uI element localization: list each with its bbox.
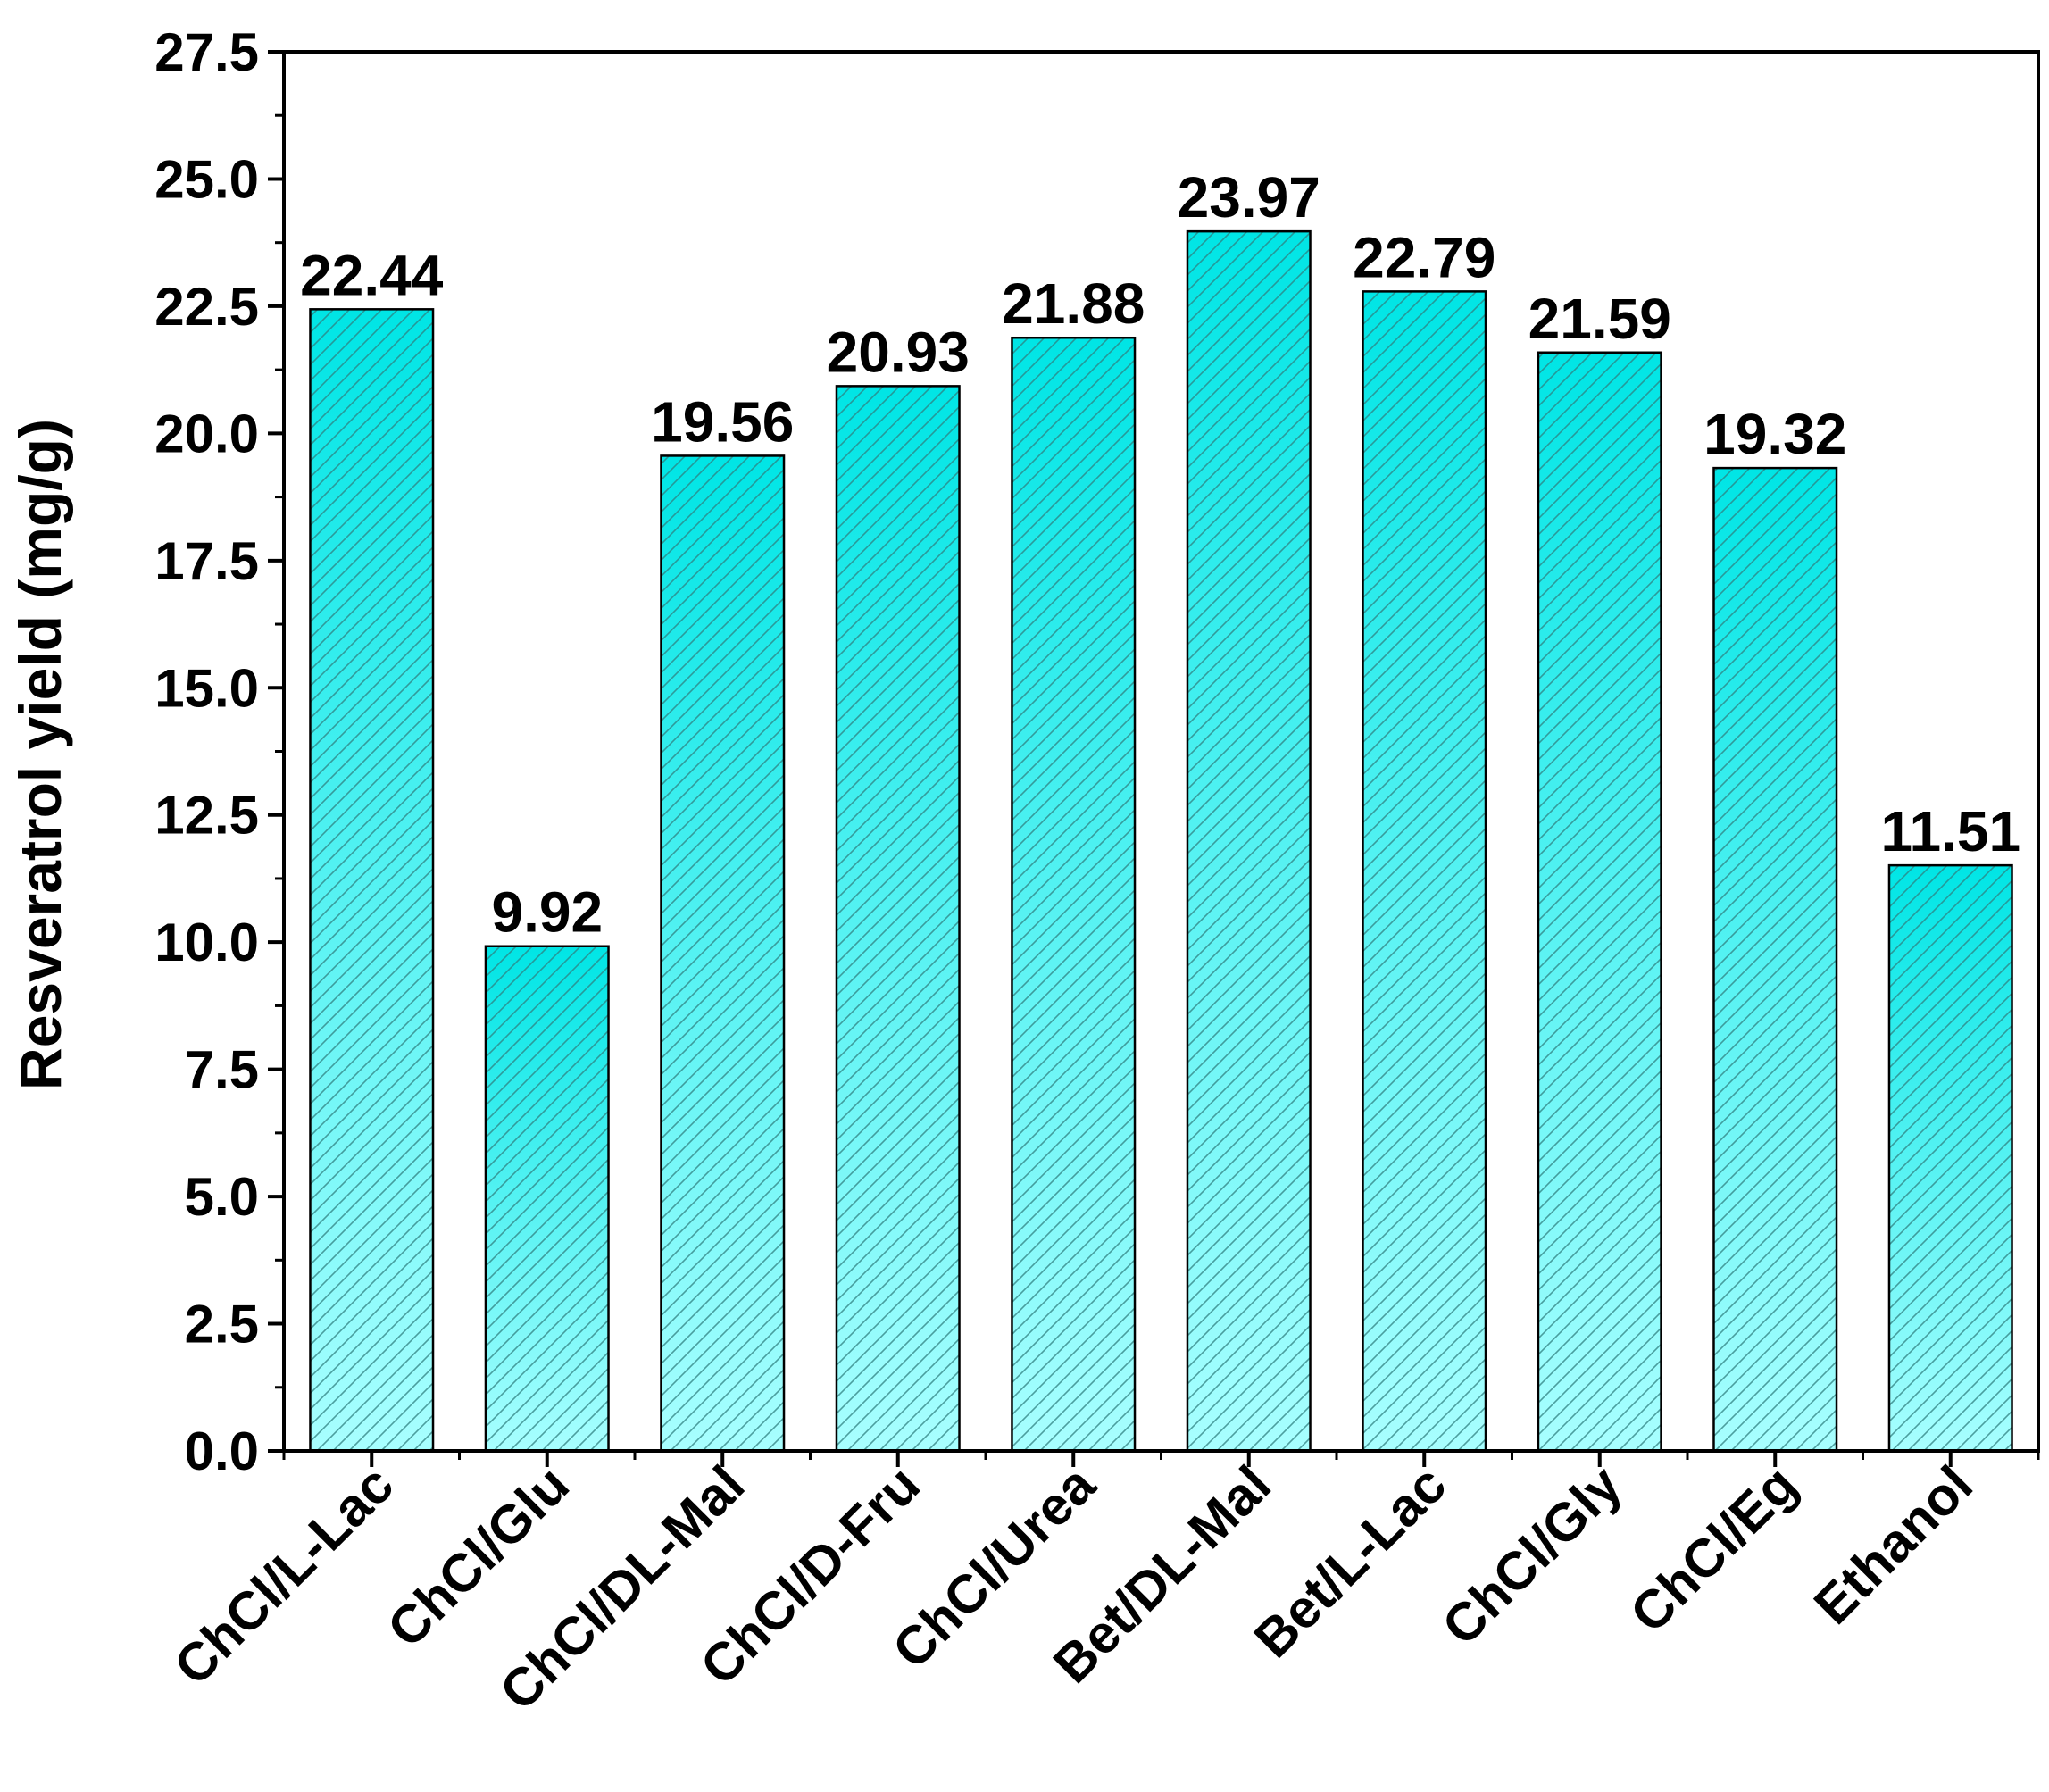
data-label: 22.44 (300, 243, 444, 307)
bar-hatch (1011, 336, 1137, 1453)
data-label: 19.32 (1703, 402, 1846, 466)
y-tick-label: 0.0 (185, 1421, 259, 1481)
bar-hatch (1362, 290, 1487, 1453)
bar-hatch (1537, 351, 1662, 1453)
bar-hatch (1712, 466, 1838, 1453)
data-label: 21.88 (1002, 271, 1145, 336)
bars-layer (309, 229, 2013, 1453)
bar-hatch (1887, 863, 2013, 1453)
data-label: 22.79 (1353, 225, 1495, 289)
bar-hatch (660, 454, 786, 1453)
x-tick-label: Bet/L-Lac (1243, 1454, 1458, 1670)
y-tick-label: 7.5 (185, 1040, 259, 1100)
y-tick-label: 27.5 (154, 22, 259, 82)
data-label: 11.51 (1880, 799, 2020, 863)
x-tick-label: ChCl/L-Lac (162, 1454, 404, 1696)
y-tick-label: 17.5 (154, 531, 259, 591)
y-tick-label: 20.0 (154, 404, 259, 463)
y-tick-label: 2.5 (185, 1295, 259, 1354)
bar-hatch (835, 385, 961, 1453)
x-tick-label: Ethanol (1803, 1454, 1984, 1636)
y-tick-label: 12.5 (154, 786, 259, 846)
data-label: 23.97 (1178, 165, 1320, 229)
y-tick-label: 22.5 (154, 277, 259, 337)
data-label: 20.93 (827, 320, 970, 384)
bar-hatch (309, 308, 435, 1453)
y-tick-label: 25.0 (154, 149, 259, 209)
y-axis-label: Resveratrol yield (mg/g) (7, 419, 73, 1090)
x-tick-label: ChCl/Gly (1430, 1454, 1633, 1656)
bar-hatch (1186, 229, 1312, 1453)
x-tick-label: ChCl/Eg (1619, 1454, 1808, 1644)
y-tick-label: 15.0 (154, 658, 259, 718)
y-tick-label: 10.0 (154, 913, 259, 972)
axes-layer (268, 50, 2040, 1467)
bar-hatch (484, 945, 610, 1453)
y-tick-label: 5.0 (185, 1167, 259, 1227)
data-label: 19.56 (651, 389, 794, 454)
data-label: 21.59 (1528, 287, 1671, 351)
data-label: 9.92 (491, 880, 603, 945)
